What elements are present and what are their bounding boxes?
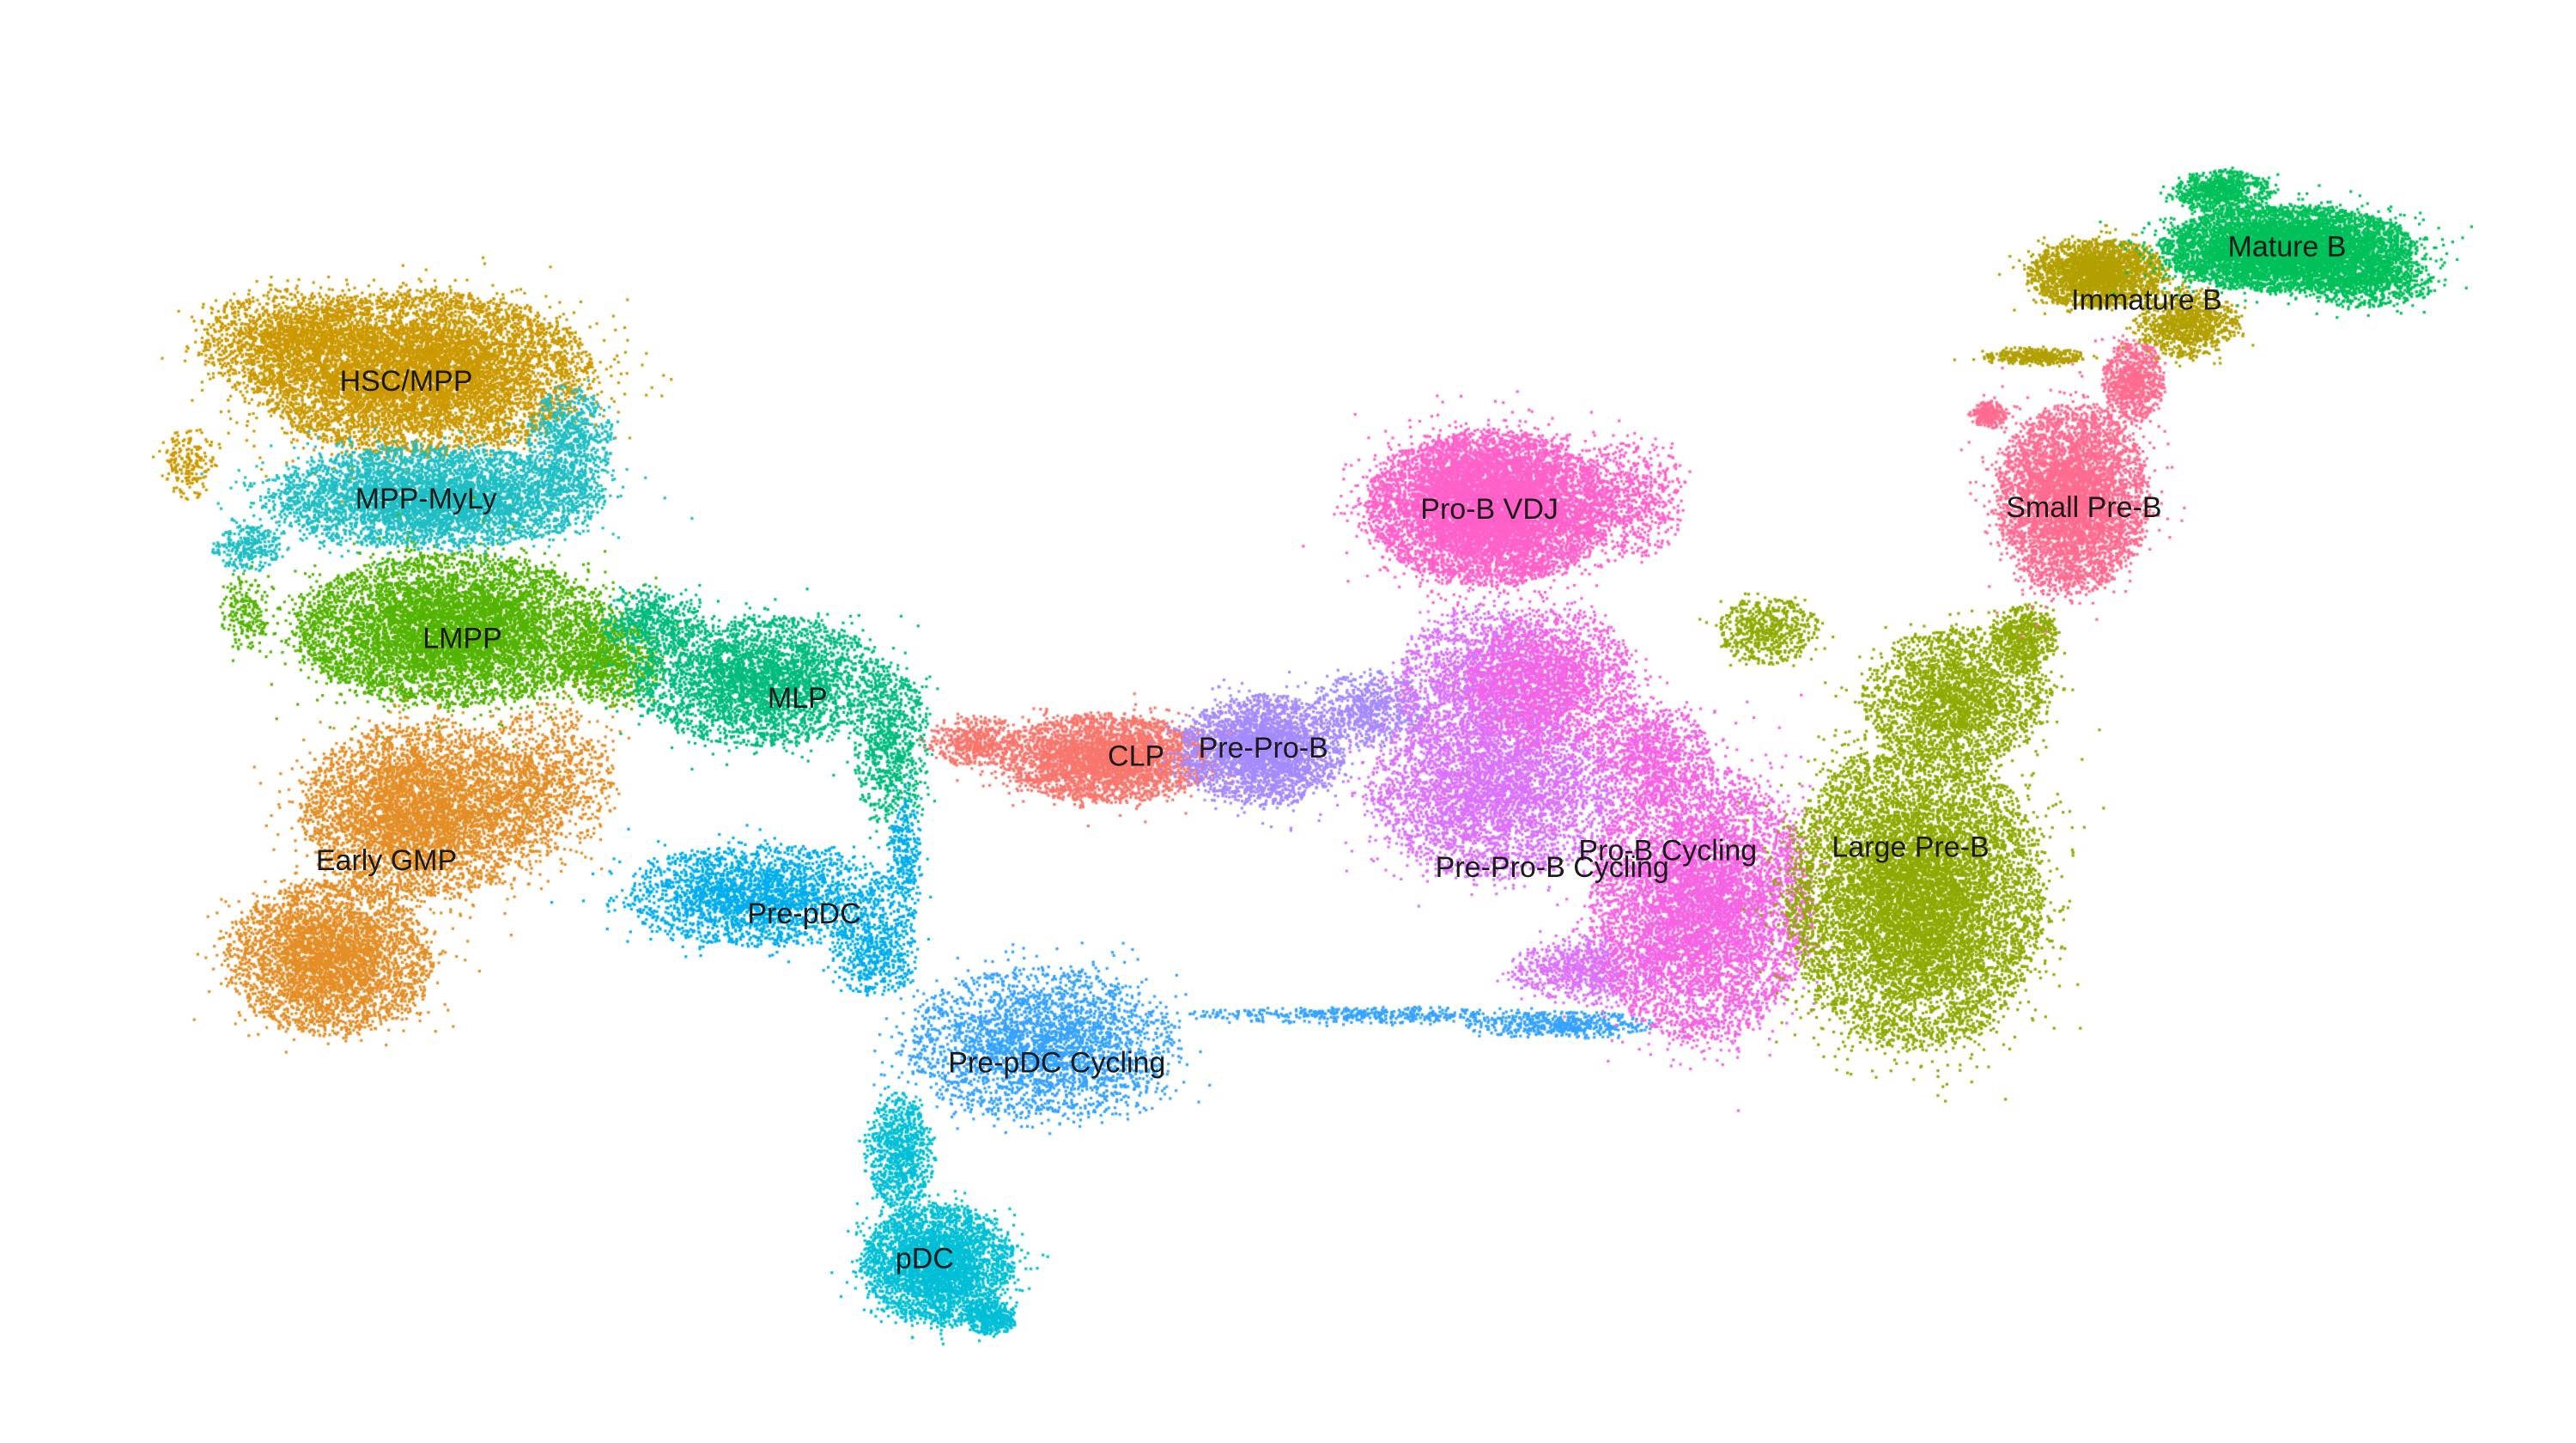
cluster-label-pre-pro-b: Pre-Pro-B xyxy=(1199,732,1328,764)
cluster-label-early-gmp: Early GMP xyxy=(316,844,457,877)
cluster-label-pre-pro-b-cycling: Pre-Pro-B Cycling xyxy=(1436,851,1669,884)
cluster-label-small-pre-b: Small Pre-B xyxy=(2006,491,2161,524)
cluster-label-pro-b-cycling: Pro-B Cycling xyxy=(1578,835,1757,868)
cluster-label-lmpp: LMPP xyxy=(422,622,502,655)
cluster-label-clp: CLP xyxy=(1108,740,1164,772)
cluster-label-hsc-mpp: HSC/MPP xyxy=(340,365,473,398)
cluster-label-pre-pdc: Pre-pDC xyxy=(747,898,860,930)
cluster-label-large-pre-b: Large Pre-B xyxy=(1832,831,1989,864)
cluster-label-mpp-myly: MPP-MyLy xyxy=(355,483,497,515)
cluster-label-pro-b-vdj: Pro-B VDJ xyxy=(1420,493,1558,526)
cluster-label-mature-b: Mature B xyxy=(2228,231,2347,264)
cluster-label-pre-pdc-cycling: Pre-pDC Cycling xyxy=(948,1047,1165,1080)
cluster-label-immature-b: Immature B xyxy=(2071,283,2222,316)
cluster-label-mlp: MLP xyxy=(768,682,828,715)
cluster-label-pdc: pDC xyxy=(896,1243,954,1276)
